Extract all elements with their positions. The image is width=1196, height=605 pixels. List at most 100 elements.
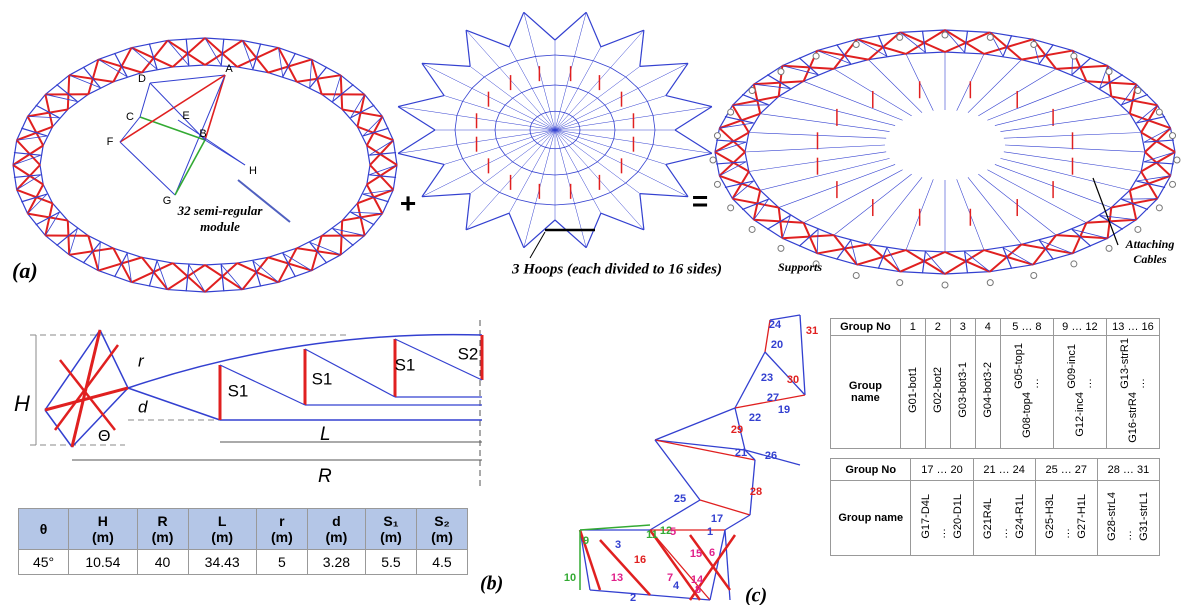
label: R — [318, 466, 332, 487]
member — [484, 183, 499, 192]
member — [509, 12, 524, 47]
member — [398, 107, 435, 130]
group-name: G01-bot1 — [907, 367, 919, 413]
member — [470, 66, 555, 130]
cell: G13-strR1…G16-strR4 — [1106, 336, 1159, 449]
cell: G25-H3L…G27-H1L — [1035, 481, 1097, 556]
header-text: (m) — [374, 529, 408, 545]
member — [610, 113, 613, 121]
member — [887, 248, 900, 272]
member — [342, 214, 382, 221]
label: 31 — [806, 325, 818, 337]
member — [573, 140, 576, 143]
support — [813, 53, 819, 59]
member — [984, 39, 1033, 54]
member — [120, 142, 175, 195]
label: 16 — [634, 554, 646, 566]
label: A — [225, 63, 233, 75]
member — [499, 192, 516, 199]
member — [57, 228, 78, 245]
member — [614, 121, 615, 130]
support — [714, 133, 720, 139]
label: module — [200, 219, 240, 234]
member — [472, 77, 484, 88]
member — [597, 155, 604, 162]
label: D — [138, 73, 146, 85]
label: 10 — [564, 572, 576, 584]
label: H — [14, 391, 30, 416]
label: 15 — [690, 548, 702, 560]
group-name: … — [1060, 528, 1072, 539]
member — [638, 88, 647, 101]
group-name: … — [936, 528, 948, 539]
member — [545, 112, 550, 113]
member — [804, 170, 903, 223]
label: Supports — [778, 260, 822, 274]
member — [593, 61, 610, 68]
support — [1156, 205, 1162, 211]
member — [569, 143, 573, 145]
member — [1093, 178, 1118, 245]
member — [578, 167, 588, 171]
member — [593, 192, 610, 199]
cell: 40 — [137, 550, 188, 575]
member — [968, 60, 1022, 113]
label: S1 — [228, 381, 249, 400]
support — [853, 272, 859, 278]
header-text: θ — [27, 521, 60, 537]
label: 9 — [583, 535, 589, 547]
member — [457, 145, 463, 159]
member — [537, 143, 541, 145]
group-name: G13-strR1 — [1119, 338, 1131, 389]
cell: Group name — [831, 336, 901, 449]
member — [560, 112, 565, 113]
cell: G09-inc1…G12-inc4 — [1053, 336, 1106, 449]
label: (a) — [12, 258, 38, 283]
support — [1170, 133, 1176, 139]
cell: 5.5 — [365, 550, 416, 575]
label: Attaching — [1125, 237, 1175, 251]
member — [205, 38, 221, 65]
header-text: S₁ — [374, 513, 408, 529]
group-name: G08-top4 — [1021, 392, 1033, 438]
member — [505, 98, 512, 105]
header-text: H — [77, 513, 128, 529]
parameter-table: θH(m)R(m)L(m)r(m)d(m)S₁(m)S₂(m)45°10.544… — [18, 508, 468, 575]
member — [555, 12, 586, 40]
label: L — [320, 424, 331, 445]
member — [140, 117, 205, 140]
member — [517, 56, 536, 60]
cell: G02-bot2 — [925, 336, 950, 449]
support — [1071, 53, 1077, 59]
cell: G01-bot1 — [900, 336, 925, 449]
member — [341, 75, 342, 109]
label: 6 — [709, 547, 715, 559]
label: 29 — [731, 424, 743, 436]
support — [714, 181, 720, 187]
group-name: G09-inc1 — [1066, 344, 1078, 389]
cell: S₁(m) — [365, 509, 416, 550]
member — [532, 86, 543, 89]
member — [175, 140, 205, 195]
member — [398, 96, 444, 107]
member — [513, 162, 522, 168]
group-name: G31-strL1 — [1138, 492, 1150, 541]
label: = — [692, 185, 708, 216]
member — [68, 75, 69, 109]
member — [614, 130, 615, 139]
member — [578, 88, 588, 92]
cell: θ — [19, 509, 69, 550]
member — [725, 515, 750, 530]
member — [534, 140, 537, 143]
member — [555, 220, 586, 248]
header-text: (m) — [197, 529, 248, 545]
label: 32 semi-regular — [177, 203, 264, 218]
member — [779, 208, 783, 239]
label: 1 — [707, 526, 713, 538]
member — [98, 242, 100, 270]
label: 4 — [673, 580, 680, 592]
member — [569, 114, 573, 116]
member — [522, 167, 532, 171]
member — [463, 88, 472, 101]
member — [653, 115, 655, 130]
